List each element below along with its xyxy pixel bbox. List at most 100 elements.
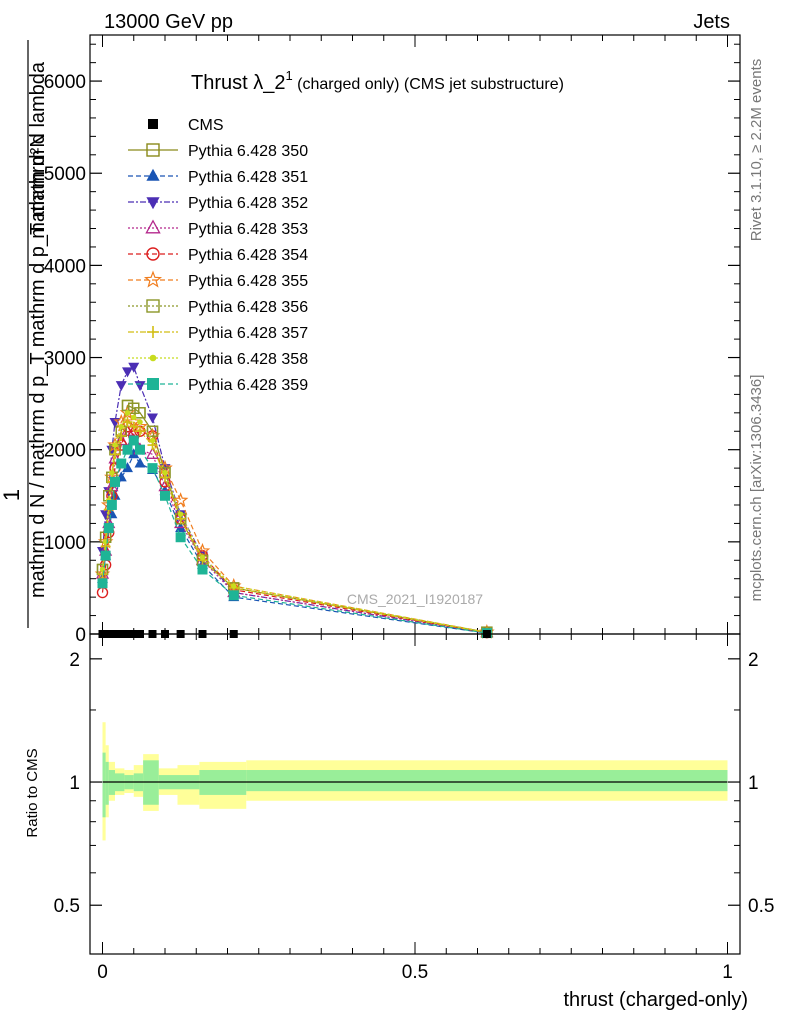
legend-marker <box>147 378 159 390</box>
legend: CMS Pythia 6.428 350 Pythia 6.428 351 Pythi… <box>128 117 308 394</box>
plot-title-rest: (charged only) (CMS jet substructure) <box>293 76 564 93</box>
legend-item: Pythia 6.428 359 <box>128 377 308 394</box>
series-9-point <box>124 410 131 416</box>
series-2-point <box>106 508 118 519</box>
series-10-point <box>128 435 139 446</box>
ratio-ytick-label: 1 <box>69 773 80 794</box>
ytick-label: 6000 <box>44 72 86 93</box>
legend-item: Pythia 6.428 352 <box>128 195 308 212</box>
series-4-point <box>114 433 128 446</box>
legend-label: Pythia 6.428 354 <box>188 247 308 264</box>
series-9-point <box>131 414 137 421</box>
analysis-watermark: CMS_2021_I1920187 <box>347 591 483 607</box>
ylabel-denom: mathrm d N / mathrm d p_T mathrm d p_T m… <box>27 61 49 598</box>
series-9-point <box>162 469 168 476</box>
ytick-label: 2000 <box>44 441 86 462</box>
series-2-point <box>109 489 121 500</box>
rivet-label: Rivet 3.1.10, ≥ 2.2M events <box>748 59 765 242</box>
legend-label: CMS <box>188 117 224 134</box>
series-9-point <box>137 419 143 425</box>
legend-label: Pythia 6.428 356 <box>188 299 308 316</box>
series-9-point <box>177 511 184 517</box>
ratio-band-green <box>102 752 106 818</box>
series-10-point <box>160 490 170 501</box>
x-axis-label: thrust (charged-only) <box>563 989 748 1011</box>
series-10-point <box>122 444 133 455</box>
series-10-point <box>100 550 111 561</box>
series-2-point <box>122 462 133 473</box>
legend-label: Pythia 6.428 355 <box>188 273 308 290</box>
legend-marker <box>146 143 160 157</box>
plot-title-sup: 1 <box>285 68 292 83</box>
legend-marker <box>146 197 160 210</box>
legend-marker <box>146 299 160 313</box>
series-3-point <box>122 367 133 378</box>
ratio-ytick-label-right: 0.5 <box>748 896 774 917</box>
series-3-point <box>134 381 146 392</box>
ratio-ytick-label: 2 <box>69 650 80 671</box>
ratio-ytick-label-right: 1 <box>748 773 759 794</box>
ytick-label: 5000 <box>44 164 86 185</box>
series-10-point <box>175 532 186 543</box>
series-line-9 <box>101 411 487 633</box>
series-10-point <box>103 523 114 534</box>
legend-label: Pythia 6.428 357 <box>188 325 308 342</box>
series-10-point <box>147 463 158 474</box>
legend-item: Pythia 6.428 351 <box>128 168 308 186</box>
ratio-ytick-label: 0.5 <box>54 896 80 917</box>
legend-label: Pythia 6.428 358 <box>188 351 308 368</box>
series-2-point <box>128 448 140 459</box>
ratio-band-green <box>246 770 728 792</box>
plot-title-main: Thrust λ_2 <box>191 72 285 94</box>
mcplots-label: mcplots.cern.ch [arXiv:1306.3436] <box>748 375 765 602</box>
series-9-point <box>109 469 115 476</box>
series-9-point <box>199 554 206 561</box>
legend-item: Pythia 6.428 350 <box>128 143 308 160</box>
series-8-point <box>135 426 145 437</box>
series-6-point <box>172 492 189 508</box>
legend-label: Pythia 6.428 352 <box>188 195 308 212</box>
series-10-point <box>228 590 239 601</box>
series-10-point <box>106 499 117 510</box>
ylabel-numer-2: mathrm d²N <box>27 133 49 239</box>
legend-label: Pythia 6.428 353 <box>188 221 308 238</box>
legend-marker <box>147 326 159 338</box>
series-8-point <box>116 430 127 441</box>
series-9-point <box>231 583 237 589</box>
series-3-point <box>109 418 121 429</box>
legend-item: Pythia 6.428 358 <box>128 351 308 368</box>
legend-marker <box>143 270 163 288</box>
main-ylabel: mathrm d²N 1 mathrm d N / mathrm d p_T m… <box>0 40 49 628</box>
series-8-point <box>128 421 139 432</box>
ratio-ytick-label-right: 2 <box>748 650 759 671</box>
ratio-band-green <box>105 761 109 805</box>
series-10-point <box>97 578 108 589</box>
series-7-point <box>146 425 159 437</box>
ytick-label: 0 <box>75 625 86 646</box>
legend-item: CMS <box>148 117 224 134</box>
series-8-point <box>110 449 120 460</box>
legend-item: Pythia 6.428 353 <box>128 219 308 238</box>
legend-marker <box>145 219 161 234</box>
series-10-point <box>110 476 120 487</box>
series-9-point <box>112 442 118 448</box>
legend-marker <box>148 119 158 129</box>
series-3-point <box>128 362 140 373</box>
header-left: 13000 GeV pp <box>104 11 233 33</box>
series-7-point <box>134 407 146 419</box>
legend-item: Pythia 6.428 356 <box>128 299 308 316</box>
legend-marker <box>149 354 157 362</box>
series-6-point <box>194 542 211 558</box>
ytick-label: 4000 <box>44 256 86 277</box>
plot-title: Thrust λ_21 (charged only) (CMS jet subs… <box>191 68 564 94</box>
series-line-6 <box>101 411 487 633</box>
legend-label: Pythia 6.428 359 <box>188 377 308 394</box>
ytick-label: 3000 <box>44 349 86 370</box>
legend-marker <box>146 247 160 261</box>
series-10-point <box>197 564 208 575</box>
series-3-point <box>115 381 127 392</box>
legend-label: Pythia 6.428 351 <box>188 169 308 186</box>
xtick-label: 1 <box>722 962 733 983</box>
xtick-label: 0.5 <box>402 962 428 983</box>
